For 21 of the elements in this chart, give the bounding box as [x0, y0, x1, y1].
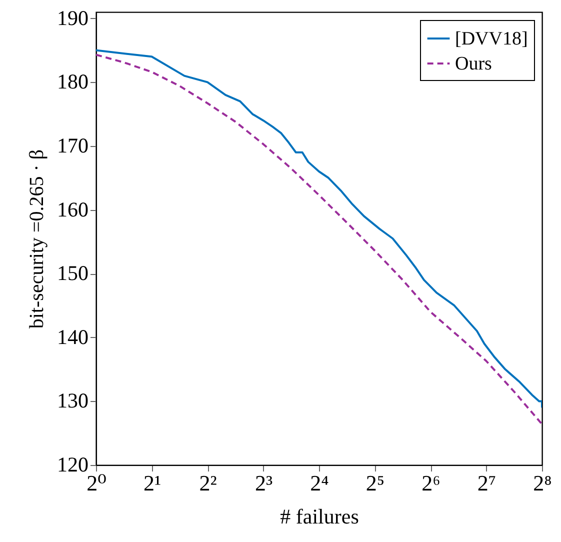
- legend-label: [DVV18]: [455, 28, 528, 50]
- x-tick-label: 2⁸: [533, 470, 552, 496]
- x-axis-title: # failures: [280, 504, 359, 528]
- legend-label: Ours: [455, 54, 492, 74]
- x-tick-label: 2²: [199, 470, 218, 496]
- x-tick-label: 2⁷: [477, 470, 496, 496]
- x-tick-label: 2⁴: [310, 470, 330, 496]
- y-tick-label: 170: [57, 133, 88, 158]
- y-tick-label: 130: [57, 388, 88, 413]
- y-tick-label: 140: [57, 324, 88, 349]
- x-tick-label: 2⁰: [86, 470, 107, 496]
- x-tick-label: 2¹: [143, 470, 162, 496]
- x-tick-label: 2³: [254, 470, 273, 496]
- x-tick-label: 2⁶: [422, 470, 440, 496]
- y-axis-title: bit-security =0.265 · β: [26, 149, 48, 329]
- y-tick-label: 180: [57, 70, 88, 94]
- x-tick-label: 2⁵: [366, 470, 385, 496]
- y-tick-label: 120: [57, 452, 88, 476]
- y-tick-label: 190: [57, 6, 88, 30]
- y-tick-label: 160: [57, 197, 88, 222]
- y-tick-label: 150: [57, 261, 88, 286]
